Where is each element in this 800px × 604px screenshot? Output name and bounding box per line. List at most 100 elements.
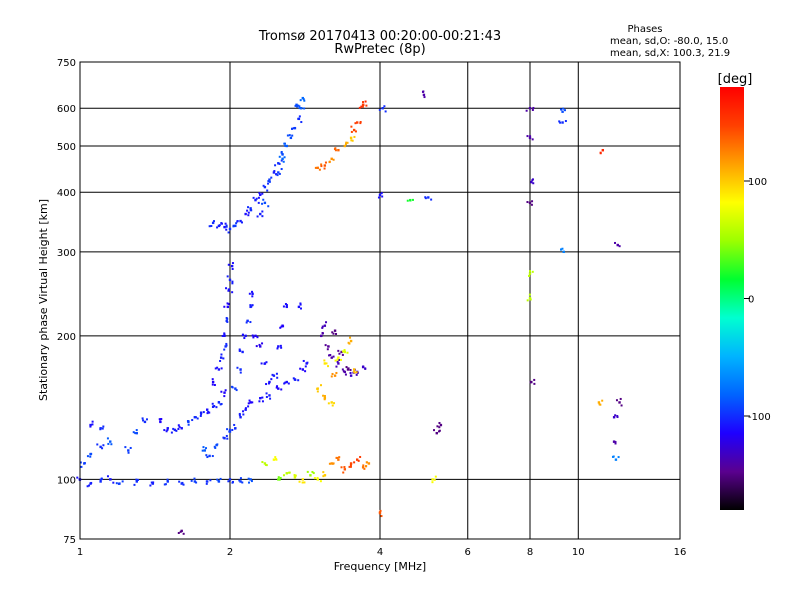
data-point (337, 362, 340, 365)
data-point (294, 378, 297, 381)
data-point (279, 344, 282, 347)
data-point (616, 415, 619, 418)
data-point (361, 466, 365, 469)
data-point (298, 480, 301, 483)
data-point (291, 134, 294, 137)
data-point (337, 356, 340, 359)
data-point (226, 302, 229, 305)
data-point (367, 462, 371, 465)
data-point (223, 225, 226, 229)
data-point (343, 144, 347, 148)
data-point (599, 403, 602, 406)
data-point (117, 482, 120, 485)
data-point (227, 231, 230, 234)
data-point (226, 320, 229, 323)
data-point (223, 332, 226, 335)
data-point (427, 196, 430, 199)
data-point (350, 139, 353, 142)
data-point (614, 442, 617, 445)
data-point (256, 336, 259, 339)
data-point (201, 449, 204, 452)
data-point (298, 107, 301, 110)
data-point (231, 480, 234, 483)
data-point (266, 189, 269, 192)
data-point (619, 397, 622, 400)
data-point (261, 342, 264, 345)
data-point (338, 352, 341, 355)
data-point (280, 325, 283, 328)
data-point (283, 156, 286, 159)
data-point (99, 480, 102, 483)
data-point (295, 103, 298, 107)
data-point (135, 431, 138, 435)
data-point (256, 215, 259, 218)
data-point (298, 105, 301, 108)
data-point (270, 378, 273, 381)
data-point (351, 139, 354, 142)
data-point (223, 395, 226, 398)
points-layer (76, 90, 623, 535)
data-point (205, 480, 208, 483)
data-point (276, 347, 279, 350)
data-point (282, 305, 285, 308)
data-point (223, 391, 226, 394)
data-point (260, 362, 263, 365)
data-point (187, 423, 190, 426)
data-point (277, 476, 280, 479)
data-point (249, 478, 252, 481)
data-point (274, 456, 277, 459)
chart-title: Tromsø 20170413 00:20:00-00:21:43 (258, 29, 501, 44)
data-point (177, 531, 180, 534)
data-point (241, 350, 244, 354)
data-point (200, 413, 203, 416)
y-tick-label: 75 (63, 535, 76, 546)
data-point (292, 377, 295, 380)
data-point (239, 368, 242, 371)
data-point (106, 437, 109, 440)
data-point (231, 268, 234, 271)
data-point (323, 398, 326, 401)
data-point (278, 478, 281, 481)
data-point (343, 468, 347, 471)
data-point (336, 456, 339, 459)
data-point (288, 471, 291, 474)
data-point (263, 201, 267, 205)
data-point (431, 478, 434, 481)
data-point (235, 389, 238, 392)
data-point (206, 412, 209, 415)
data-point (235, 222, 238, 225)
data-point (333, 402, 336, 405)
x-tick-label: 1 (77, 547, 83, 558)
data-point (248, 292, 251, 295)
data-point (202, 446, 205, 449)
data-point (268, 180, 271, 183)
data-point (320, 335, 323, 338)
data-point (336, 360, 339, 363)
data-point (124, 446, 127, 449)
data-point (561, 110, 564, 113)
y-tick-label: 300 (57, 248, 76, 259)
data-point (338, 456, 341, 459)
data-point (353, 461, 356, 464)
data-point (325, 321, 328, 324)
data-point (322, 394, 325, 397)
data-point (257, 196, 260, 199)
x-tick-label: 8 (527, 547, 533, 558)
data-point (380, 515, 383, 518)
data-point (217, 480, 220, 483)
data-point (166, 428, 169, 431)
data-point (303, 107, 306, 110)
data-point (330, 157, 333, 161)
data-point (259, 193, 262, 197)
data-point (349, 464, 352, 467)
data-point (225, 434, 228, 437)
data-point (243, 337, 246, 340)
data-point (320, 384, 323, 387)
data-point (127, 449, 130, 452)
data-point (352, 128, 356, 132)
data-point (283, 142, 286, 145)
data-point (205, 408, 209, 411)
data-point (615, 399, 618, 402)
data-point (236, 366, 239, 369)
